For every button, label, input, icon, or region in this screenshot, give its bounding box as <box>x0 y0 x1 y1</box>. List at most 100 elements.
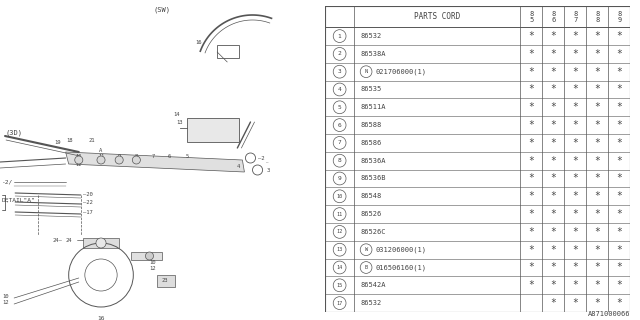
Text: 19: 19 <box>54 140 61 145</box>
Text: ': ' <box>6 201 10 205</box>
Text: *: * <box>550 298 556 308</box>
Text: 17: 17 <box>337 300 343 306</box>
Text: *: * <box>550 49 556 59</box>
Text: *: * <box>550 156 556 166</box>
Text: *: * <box>573 262 579 273</box>
Text: 24: 24 <box>66 237 72 243</box>
Text: *: * <box>550 191 556 201</box>
Text: 8
8: 8 8 <box>595 11 600 22</box>
Text: *: * <box>529 280 534 290</box>
Text: 86511A: 86511A <box>360 104 386 110</box>
Circle shape <box>96 238 106 248</box>
Text: *: * <box>616 280 622 290</box>
Text: 86532: 86532 <box>360 300 381 306</box>
Text: *: * <box>529 227 534 237</box>
Text: 14: 14 <box>337 265 343 270</box>
Text: *: * <box>616 120 622 130</box>
Text: 7: 7 <box>152 155 155 159</box>
Text: 9: 9 <box>338 176 342 181</box>
Circle shape <box>132 156 140 164</box>
Text: 86535: 86535 <box>360 86 381 92</box>
Text: 86526: 86526 <box>360 211 381 217</box>
Text: 2: 2 <box>338 52 342 56</box>
Text: —22: —22 <box>83 201 93 205</box>
Text: -2/: -2/ <box>2 180 13 185</box>
Text: *: * <box>595 102 600 112</box>
Text: 12: 12 <box>2 300 8 306</box>
Bar <box>217 45 239 58</box>
Circle shape <box>253 165 262 175</box>
Text: *: * <box>616 191 622 201</box>
Text: 11: 11 <box>337 212 343 217</box>
Circle shape <box>333 261 346 274</box>
Text: 86588: 86588 <box>360 122 381 128</box>
Text: 16: 16 <box>97 316 105 320</box>
Text: 9: 9 <box>118 155 121 159</box>
Text: 8
6: 8 6 <box>551 11 556 22</box>
Text: 18: 18 <box>66 138 73 142</box>
Circle shape <box>333 297 346 309</box>
Circle shape <box>333 65 346 78</box>
Circle shape <box>97 156 105 164</box>
Circle shape <box>333 279 346 292</box>
Text: 3: 3 <box>267 167 270 172</box>
Text: *: * <box>595 156 600 166</box>
Text: 7: 7 <box>338 140 342 145</box>
Circle shape <box>333 101 346 114</box>
Text: 1: 1 <box>338 34 342 39</box>
Text: *: * <box>550 138 556 148</box>
Text: 8: 8 <box>338 158 342 163</box>
Text: PARTS CORD: PARTS CORD <box>414 12 460 21</box>
Text: *: * <box>573 138 579 148</box>
Text: W: W <box>365 247 367 252</box>
Text: *: * <box>595 31 600 41</box>
Circle shape <box>145 252 154 260</box>
Circle shape <box>333 30 346 43</box>
Circle shape <box>333 137 346 149</box>
Text: 12: 12 <box>337 229 343 234</box>
Text: 11: 11 <box>98 155 104 159</box>
Text: *: * <box>573 31 579 41</box>
Circle shape <box>360 66 372 77</box>
Text: 8: 8 <box>135 155 138 159</box>
Text: *: * <box>529 191 534 201</box>
Text: *: * <box>550 280 556 290</box>
Text: —2: —2 <box>257 156 264 161</box>
Text: 8
9: 8 9 <box>618 11 621 22</box>
Text: *: * <box>550 102 556 112</box>
Text: *: * <box>550 173 556 183</box>
Text: 031206000(1): 031206000(1) <box>375 246 426 253</box>
Text: *: * <box>573 209 579 219</box>
Text: *: * <box>616 49 622 59</box>
Text: 6: 6 <box>338 123 342 128</box>
Circle shape <box>75 156 83 164</box>
Text: —20: —20 <box>83 191 93 196</box>
Text: *: * <box>529 156 534 166</box>
Circle shape <box>115 156 124 164</box>
Text: *: * <box>529 262 534 273</box>
Text: A: A <box>99 148 102 153</box>
Text: *: * <box>595 84 600 94</box>
Text: *: * <box>573 84 579 94</box>
Text: *: * <box>529 245 534 255</box>
Text: *: * <box>529 31 534 41</box>
Text: *: * <box>616 262 622 273</box>
Text: 23: 23 <box>161 277 168 283</box>
Text: *: * <box>616 245 622 255</box>
Text: *: * <box>573 298 579 308</box>
Text: *: * <box>573 120 579 130</box>
Bar <box>187 118 239 142</box>
Text: DETAIL"A": DETAIL"A" <box>2 197 36 203</box>
Text: *: * <box>529 67 534 77</box>
Text: —17: —17 <box>83 211 93 215</box>
Circle shape <box>333 226 346 238</box>
Text: 86548: 86548 <box>360 193 381 199</box>
Text: 16: 16 <box>195 39 202 44</box>
Text: *: * <box>573 173 579 183</box>
Text: 8
5: 8 5 <box>529 11 534 22</box>
Circle shape <box>360 244 372 256</box>
Text: 5: 5 <box>186 155 188 159</box>
Circle shape <box>333 119 346 132</box>
Text: *: * <box>550 245 556 255</box>
Text: *: * <box>529 49 534 59</box>
